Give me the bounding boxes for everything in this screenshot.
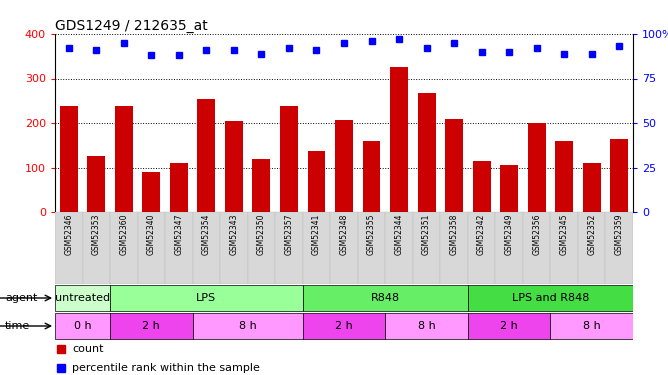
Bar (55, 285, 110, 310)
Bar (60, 106, 77, 212)
Text: count: count (72, 344, 104, 354)
Bar (170, 163, 188, 212)
Bar (225, 121, 243, 212)
Text: GSM52345: GSM52345 (560, 213, 568, 255)
Bar (523, 212, 550, 284)
Text: GSM52340: GSM52340 (147, 213, 156, 255)
Bar (83, 212, 110, 284)
Bar (528, 123, 546, 212)
Text: GSM52359: GSM52359 (615, 213, 624, 255)
Bar (330, 212, 358, 284)
Bar (192, 212, 220, 284)
Bar (363, 141, 381, 212)
Bar (611, 139, 628, 212)
Bar (192, 314, 303, 339)
Bar (303, 212, 330, 284)
Text: LPS: LPS (196, 293, 216, 303)
Bar (198, 99, 215, 212)
Bar (418, 93, 436, 212)
Bar (142, 172, 160, 212)
Text: GSM52353: GSM52353 (92, 213, 101, 255)
Text: 2 h: 2 h (500, 321, 518, 331)
Bar (413, 212, 440, 284)
Bar (55, 314, 110, 339)
Bar (110, 212, 138, 284)
Bar (220, 212, 248, 284)
Text: GSM52358: GSM52358 (450, 213, 459, 255)
Text: 8 h: 8 h (418, 321, 436, 331)
Text: GSM52347: GSM52347 (174, 213, 183, 255)
Bar (440, 212, 468, 284)
Text: 8 h: 8 h (583, 321, 601, 331)
Text: percentile rank within the sample: percentile rank within the sample (72, 363, 261, 373)
Text: GSM52351: GSM52351 (422, 213, 431, 255)
Text: 2 h: 2 h (142, 321, 160, 331)
Bar (307, 151, 325, 212)
Text: GSM52350: GSM52350 (257, 213, 266, 255)
Text: 0 h: 0 h (73, 321, 92, 331)
Bar (110, 285, 303, 310)
Text: untreated: untreated (55, 293, 110, 303)
Bar (358, 212, 385, 284)
Text: GSM52352: GSM52352 (587, 213, 597, 255)
Text: GSM52346: GSM52346 (64, 213, 73, 255)
Bar (390, 68, 408, 212)
Text: GSM52357: GSM52357 (285, 213, 293, 255)
Text: GSM52343: GSM52343 (229, 213, 238, 255)
Text: GSM52342: GSM52342 (477, 213, 486, 255)
Text: time: time (5, 321, 30, 331)
Bar (582, 163, 601, 212)
Text: GSM52349: GSM52349 (504, 213, 514, 255)
Text: GSM52355: GSM52355 (367, 213, 376, 255)
Bar (445, 120, 463, 212)
Bar (55, 212, 83, 284)
Text: GSM52344: GSM52344 (395, 213, 403, 255)
Text: 2 h: 2 h (335, 321, 353, 331)
Bar (248, 212, 275, 284)
Bar (165, 212, 192, 284)
Bar (303, 285, 468, 310)
Bar (550, 314, 633, 339)
Text: GDS1249 / 212635_at: GDS1249 / 212635_at (55, 19, 208, 33)
Bar (605, 212, 633, 284)
Text: GSM52354: GSM52354 (202, 213, 211, 255)
Text: agent: agent (5, 293, 37, 303)
Text: GSM52356: GSM52356 (532, 213, 541, 255)
Bar (303, 314, 385, 339)
Bar (253, 159, 271, 212)
Text: 8 h: 8 h (238, 321, 257, 331)
Bar (468, 285, 633, 310)
Bar (555, 141, 573, 212)
Bar (385, 212, 413, 284)
Bar (578, 212, 605, 284)
Bar (88, 156, 106, 212)
Bar (496, 212, 523, 284)
Bar (550, 212, 578, 284)
Bar (335, 120, 353, 212)
Text: LPS and R848: LPS and R848 (512, 293, 589, 303)
Bar (280, 106, 298, 212)
Bar (385, 314, 468, 339)
Bar (115, 106, 133, 212)
Bar (468, 314, 550, 339)
Text: GSM52348: GSM52348 (339, 213, 349, 255)
Bar (275, 212, 303, 284)
Bar (473, 161, 490, 212)
Text: GSM52341: GSM52341 (312, 213, 321, 255)
Bar (138, 212, 165, 284)
Text: GSM52360: GSM52360 (120, 213, 128, 255)
Bar (468, 212, 496, 284)
Text: R848: R848 (371, 293, 400, 303)
Bar (500, 165, 518, 212)
Bar (110, 314, 192, 339)
